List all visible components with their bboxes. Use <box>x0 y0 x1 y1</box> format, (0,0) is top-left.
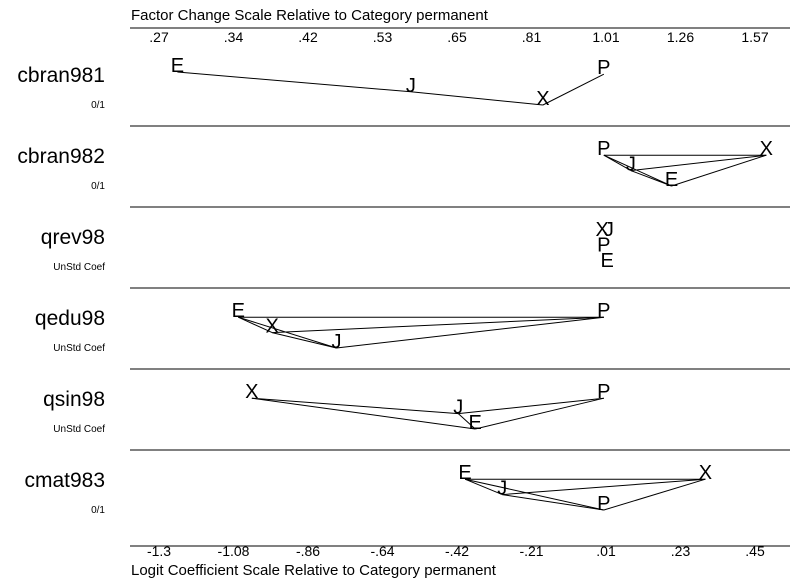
top-tick-label: .65 <box>447 29 467 45</box>
connector-line <box>457 413 476 430</box>
variable-panels: cbran9810/1EJXPcbran9820/1PJEXqrev98UnSt… <box>17 55 790 516</box>
bottom-tick-label: .23 <box>671 543 691 559</box>
connector-line <box>272 316 604 334</box>
connector-line <box>671 154 767 187</box>
connector-line <box>458 397 604 415</box>
category-marker-p: P <box>597 57 610 79</box>
variable-panel: cmat983 0/1 E J P X <box>24 449 790 516</box>
category-marker-j: J <box>406 75 416 97</box>
category-marker-e: E <box>232 300 245 322</box>
category-marker-x: X <box>595 219 608 241</box>
top-tick-label: 1.01 <box>592 29 619 45</box>
category-marker-p: P <box>597 493 610 515</box>
category-marker-x: X <box>760 138 773 160</box>
variable-panel: qedu98 UnStd Coef EX J P <box>35 287 790 354</box>
connector-line <box>630 170 672 187</box>
category-marker-j: J <box>331 331 341 353</box>
bottom-tick-label: .45 <box>745 543 765 559</box>
variable-name: qsin98 <box>43 388 105 411</box>
connector-line <box>238 316 337 349</box>
category-marker-e: E <box>458 462 471 484</box>
connector-line <box>464 478 503 496</box>
variable-panel: qsin98 UnStd Coef X JE P <box>43 368 790 435</box>
connector-line <box>238 316 273 334</box>
bottom-tick-label: -.86 <box>296 543 320 559</box>
variable-name: cbran981 <box>17 64 105 87</box>
category-marker-p: P <box>597 138 610 160</box>
variable-panel: cbran981 0/1 E J X P <box>17 55 610 111</box>
connector-line <box>475 397 604 430</box>
category-marker-x: X <box>265 316 278 338</box>
category-marker-x: X <box>536 88 549 110</box>
connector-line <box>603 478 706 511</box>
category-marker-e: E <box>665 169 678 191</box>
category-marker-e: E <box>171 55 184 77</box>
variable-scale-note: 0/1 <box>91 100 105 111</box>
category-marker-p: P <box>597 235 610 257</box>
variable-scale-note: 0/1 <box>91 181 105 192</box>
top-tick-label: .42 <box>298 29 318 45</box>
category-marker-j: J <box>453 397 463 419</box>
variable-scale-note: UnStd Coef <box>53 424 105 435</box>
top-tick-label: 1.57 <box>741 29 768 45</box>
category-marker-e: E <box>601 250 614 272</box>
bottom-axis-title: Logit Coefficient Scale Relative to Cate… <box>131 562 497 579</box>
category-marker-j: J <box>626 154 636 176</box>
connector-line <box>630 154 767 172</box>
variable-scale-note: UnStd Coef <box>53 343 105 354</box>
top-tick-label: .53 <box>373 29 393 45</box>
connector-line <box>336 316 604 349</box>
connector-line <box>410 91 543 106</box>
bottom-tick-label: -.21 <box>519 543 543 559</box>
bottom-tick-label: -.64 <box>370 543 394 559</box>
connector-line <box>464 478 604 511</box>
category-marker-e: E <box>469 412 482 434</box>
connector-line <box>251 397 459 415</box>
category-marker-p: P <box>597 381 610 403</box>
connector-line <box>603 154 672 187</box>
bottom-tick-label: -1.3 <box>147 543 171 559</box>
category-marker-p: P <box>597 300 610 322</box>
category-marker-j: J <box>604 219 614 241</box>
top-tick-label: .81 <box>522 29 542 45</box>
bottom-tick-labels: -1.3 -1.08 -.86 -.64 -.42 -.21 .01 .23 .45 <box>147 543 765 559</box>
top-tick-label: .34 <box>224 29 244 45</box>
category-marker-x: X <box>245 381 258 403</box>
variable-name: cmat983 <box>24 469 105 492</box>
variable-panel: cbran982 0/1 PJ E X <box>17 125 790 192</box>
variable-scale-note: 0/1 <box>91 505 105 516</box>
category-marker-j: J <box>497 478 507 500</box>
connector-line <box>177 71 411 93</box>
variable-name: qedu98 <box>35 307 105 330</box>
variable-scale-note: UnStd Coef <box>53 262 105 273</box>
variable-name: qrev98 <box>41 226 105 249</box>
connector-line <box>502 478 706 496</box>
category-marker-x: X <box>699 462 712 484</box>
top-axis-title: Factor Change Scale Relative to Category… <box>131 7 489 24</box>
variable-name: cbran982 <box>17 145 105 168</box>
connector-line <box>502 494 604 511</box>
top-tick-label: .27 <box>149 29 169 45</box>
bottom-tick-label: -.42 <box>445 543 469 559</box>
bottom-tick-label: -1.08 <box>218 543 250 559</box>
connector-line <box>272 332 337 349</box>
connector-line <box>542 73 605 106</box>
top-tick-labels: .27 .34 .42 .53 .65 .81 1.01 1.26 1.57 <box>149 29 769 45</box>
connector-line <box>251 397 476 430</box>
top-tick-label: 1.26 <box>667 29 694 45</box>
bottom-tick-label: .01 <box>596 543 616 559</box>
